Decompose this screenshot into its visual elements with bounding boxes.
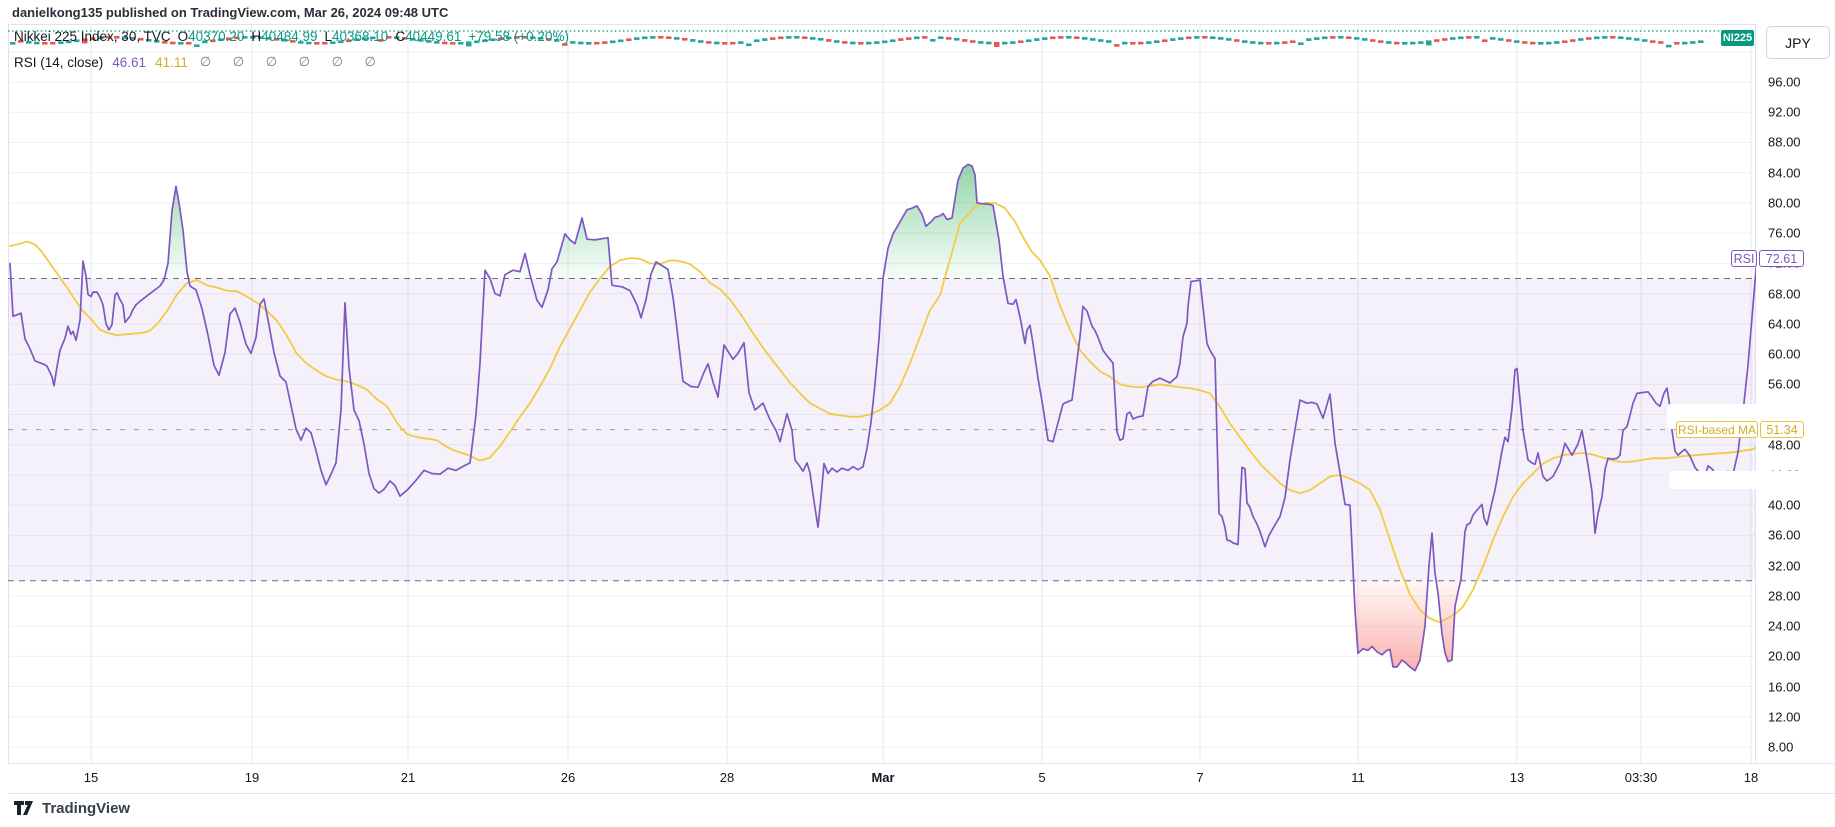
time-axis-tick: 13 <box>1509 770 1525 785</box>
time-axis-tick: 7 <box>1196 770 1204 785</box>
price-axis-tick: 8.00 <box>1768 739 1794 755</box>
frame-left-border <box>8 24 9 793</box>
ma-current-value: 41.11 <box>155 54 188 70</box>
price-axis-tick: 32.00 <box>1768 558 1801 574</box>
price-axis-tick: 84.00 <box>1768 165 1801 181</box>
rsi-axis-label: RSI <box>1731 250 1757 267</box>
symbol-title[interactable]: Nikkei 225 Index, 30, TVC <box>14 29 171 44</box>
price-axis-tick: 64.00 <box>1768 316 1801 332</box>
frame-top-border <box>8 24 1835 25</box>
time-axis-tick: 28 <box>719 770 735 785</box>
price-axis-tick: 60.00 <box>1768 346 1801 362</box>
time-axis-tick: 21 <box>400 770 416 785</box>
open-value: O40370.20 <box>177 29 245 44</box>
time-axis-tick: 15 <box>83 770 99 785</box>
tradingview-logo[interactable]: TradingView <box>13 799 130 817</box>
published-attribution: danielkong135 published on TradingView.c… <box>12 5 449 20</box>
rsi-chart-plot[interactable] <box>0 0 1835 793</box>
price-axis-tick: 20.00 <box>1768 648 1801 664</box>
time-axis-tick: 03:30 <box>1624 770 1658 785</box>
low-value: L40368.10 <box>324 29 389 44</box>
time-axis-tick: 19 <box>244 770 260 785</box>
rsi-indicator-title[interactable]: RSI (14, close) <box>14 54 104 70</box>
symbol-price-badge: NI225 <box>1721 30 1754 46</box>
price-axis-tick: 76.00 <box>1768 225 1801 241</box>
ma-axis-label: RSI-based MA <box>1676 421 1758 438</box>
ma-axis-value: 51.34 <box>1760 421 1804 438</box>
price-axis-tick: 28.00 <box>1768 588 1801 604</box>
time-axis-tick: 11 <box>1351 770 1365 785</box>
change-value: +79.58 (+0.20%) <box>468 29 569 44</box>
rsi-legend: RSI (14, close) 46.61 41.11 ∅ ∅ ∅ ∅ ∅ ∅ <box>14 54 385 70</box>
price-axis-tick: 88.00 <box>1768 134 1801 150</box>
time-axis-tick: 26 <box>560 770 576 785</box>
rsi-current-value: 46.61 <box>112 54 147 70</box>
close-value: C40449.61 <box>395 29 462 44</box>
price-axis-tick: 16.00 <box>1768 679 1801 695</box>
price-axis-tick: 92.00 <box>1768 104 1801 120</box>
high-value: H40484.99 <box>251 29 318 44</box>
time-axis-tick: 5 <box>1038 770 1046 785</box>
price-axis-tick: 96.00 <box>1768 74 1801 90</box>
plot-bottom-border <box>8 763 1835 764</box>
time-axis-tick: 18 <box>1743 770 1759 785</box>
price-axis-tick: 56.00 <box>1768 376 1801 392</box>
frame-bottom-border <box>8 793 1835 794</box>
symbol-legend: Nikkei 225 Index, 30, TVC O40370.20 H404… <box>14 29 569 44</box>
price-axis-tick: 12.00 <box>1768 709 1801 725</box>
tradingview-logo-text: TradingView <box>42 799 131 817</box>
price-axis-tick: 48.00 <box>1768 437 1801 453</box>
price-axis-tick: 80.00 <box>1768 195 1801 211</box>
price-axis-tick: 24.00 <box>1768 618 1801 634</box>
currency-toggle-button[interactable]: JPY <box>1766 26 1830 59</box>
price-axis-tick: 36.00 <box>1768 527 1801 543</box>
empty-set-icons[interactable]: ∅ ∅ ∅ ∅ ∅ ∅ <box>199 54 385 69</box>
tradingview-logo-icon <box>14 801 33 815</box>
whiteout-patch-lower <box>1669 471 1835 489</box>
time-axis-tick: Mar <box>871 770 895 785</box>
price-axis[interactable]: 96.0092.0088.0084.0080.0076.0072.0068.00… <box>1756 24 1835 763</box>
rsi-axis-value: 72.61 <box>1759 250 1804 267</box>
time-axis[interactable]: 15 19 21 26 28 Mar 5 7 11 13 03:30 18 <box>8 764 1835 793</box>
price-axis-tick: 68.00 <box>1768 286 1801 302</box>
price-axis-tick: 40.00 <box>1768 497 1801 513</box>
